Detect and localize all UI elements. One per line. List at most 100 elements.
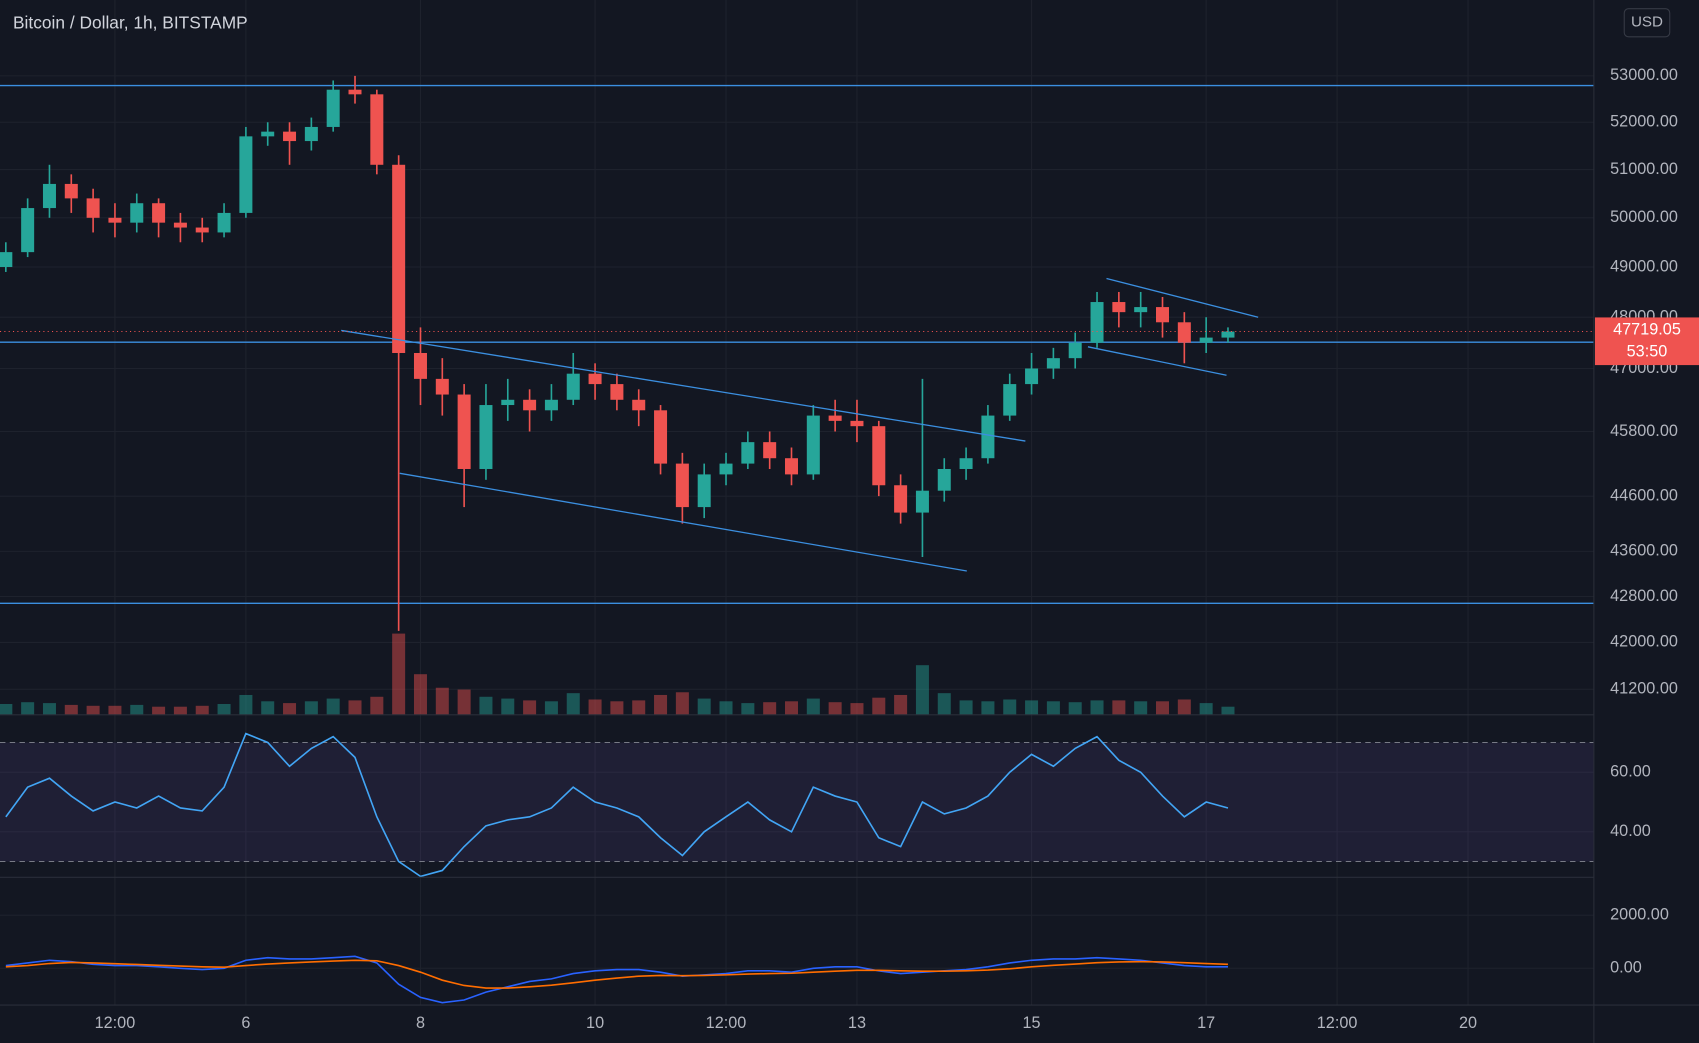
candle-body: [894, 485, 908, 513]
y-tick-label: 42800.00: [1610, 587, 1678, 605]
indicator-line: [5, 955, 1228, 1004]
currency-label[interactable]: USD: [1631, 14, 1663, 31]
candle-body: [828, 415, 842, 421]
volume-bar: [348, 700, 362, 715]
candle-body: [1025, 368, 1039, 385]
candle-body: [588, 373, 602, 385]
candle-body: [0, 252, 13, 267]
x-tick-label: 15: [1023, 1014, 1041, 1032]
chart-title: Bitcoin / Dollar, 1h, BITSTAMP: [13, 12, 248, 32]
candle-body: [806, 415, 820, 475]
candle-body: [413, 352, 427, 379]
candle-body: [1156, 307, 1170, 323]
candle-body: [959, 458, 973, 469]
candle-body: [1221, 331, 1235, 338]
volume-bar: [501, 698, 515, 715]
last-price-label: 47719.05: [1613, 321, 1681, 339]
volume-bar: [1177, 699, 1191, 715]
y-tick-label: 43600.00: [1610, 542, 1678, 560]
volume-bar: [326, 698, 340, 715]
currency-button[interactable]: [1623, 8, 1671, 38]
x-tick-label: 13: [848, 1014, 866, 1032]
y-tick-label: 44600.00: [1610, 486, 1678, 504]
trend-line: [1087, 346, 1227, 376]
volume-bar: [42, 703, 56, 715]
volume-bar: [1025, 700, 1039, 715]
candle-body: [21, 208, 35, 253]
indicator-line: [5, 732, 1229, 878]
candle-body: [1134, 307, 1148, 313]
x-tick-label: 12:00: [95, 1014, 136, 1032]
volume-bar: [763, 702, 777, 715]
volume-bar: [195, 705, 209, 715]
y-tick-label: 45800.00: [1610, 422, 1678, 440]
candle-body: [479, 405, 493, 469]
candle-body: [675, 463, 689, 508]
candle-body: [304, 126, 318, 142]
volume-bar: [1112, 700, 1126, 715]
volume-bar: [479, 696, 493, 715]
volume-bar: [130, 704, 144, 715]
y-tick-label: 53000.00: [1610, 66, 1678, 84]
candle-body: [348, 89, 362, 95]
volume-bar: [435, 687, 449, 715]
volume-bar: [86, 705, 100, 715]
volume-bar: [566, 693, 580, 715]
volume-bar: [152, 706, 166, 715]
volume-bar: [21, 702, 35, 715]
volume-bar: [413, 674, 427, 715]
volume-bar: [1134, 701, 1148, 715]
volume-bar: [1068, 702, 1082, 715]
axes: 12:00 6 8 10 12:00 13 15 17 12:00 20 53000.00 52000…: [95, 66, 1699, 1032]
volume-bar: [1199, 703, 1213, 715]
volume-bar: [872, 697, 886, 715]
volume-bar: [894, 694, 908, 715]
volume-bar: [915, 665, 929, 715]
candle-body: [283, 131, 297, 142]
indicator-line: [5, 959, 1229, 989]
volume-bar: [828, 702, 842, 715]
candle-body: [239, 136, 253, 213]
volume-bar: [0, 703, 13, 715]
candle-body: [217, 212, 231, 233]
volume-bar: [959, 700, 973, 715]
x-tick-label: 20: [1459, 1014, 1477, 1032]
trend-line: [341, 329, 1026, 442]
volume-bar: [697, 698, 711, 715]
volume-bar: [1090, 700, 1104, 715]
countdown-label: 53:50: [1627, 342, 1668, 360]
candle-body: [872, 426, 886, 486]
volume-bar: [719, 701, 733, 715]
y-tick-label: 51000.00: [1610, 160, 1678, 178]
trend-line: [399, 472, 967, 572]
y-tick-label: 60.00: [1610, 763, 1651, 781]
candle-body: [1003, 384, 1017, 416]
volume-bar: [1003, 699, 1017, 715]
volume-bar: [173, 706, 187, 715]
x-tick-label: 6: [241, 1014, 250, 1032]
grid: [0, 0, 1594, 1006]
candle-body: [86, 198, 100, 218]
volume-bar: [64, 704, 78, 715]
volume-bar: [937, 693, 951, 715]
candle-body: [937, 468, 951, 491]
candle-body: [654, 410, 668, 464]
volume-bar: [850, 703, 864, 715]
y-tick-label: 49000.00: [1610, 257, 1678, 275]
x-tick-label: 12:00: [1317, 1014, 1358, 1032]
candle-body: [1199, 337, 1213, 343]
candle-body: [719, 463, 733, 475]
candle-body: [173, 222, 187, 228]
volume-bar: [654, 694, 668, 715]
candle-body: [435, 378, 449, 395]
volume-bar: [610, 701, 624, 715]
trend-line: [1106, 277, 1259, 318]
candle-body: [392, 164, 406, 353]
volume-bar: [806, 698, 820, 715]
candle-body: [566, 373, 580, 400]
candle-body: [1068, 342, 1082, 359]
volume-bar: [1156, 701, 1170, 715]
candle-body: [763, 442, 777, 459]
